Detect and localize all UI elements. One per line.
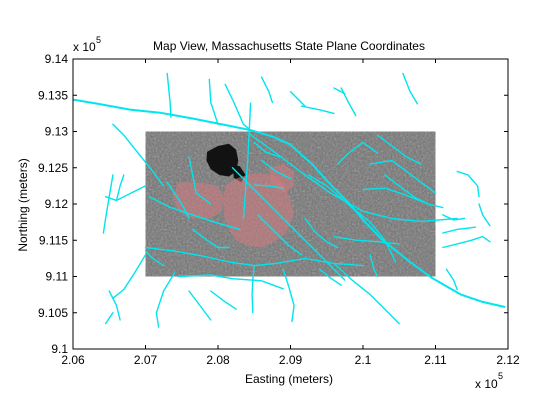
y-tick-label: 9.12 — [45, 197, 69, 211]
road-line — [253, 184, 284, 189]
road-line — [148, 196, 241, 231]
road-line — [166, 181, 190, 220]
road-line — [112, 123, 165, 187]
y-tick-label: 9.135 — [38, 88, 68, 102]
y-axis-label: Northing (meters) — [16, 158, 30, 251]
road-line — [260, 76, 274, 104]
road-line — [144, 250, 165, 267]
plot-title: Map View, Massachusetts State Plane Coor… — [153, 39, 425, 53]
y-tick-label: 9.11 — [46, 270, 69, 284]
x-exponent-base: x 10 — [475, 377, 498, 391]
road-line — [208, 78, 219, 125]
road-line — [333, 235, 400, 245]
road-line — [402, 72, 419, 105]
road-line — [478, 203, 491, 227]
road-line — [253, 141, 281, 158]
highlight-region — [223, 173, 295, 248]
x-axis-ticks: 2.06 2.07 2.08 2.09 2.1 2.11 2.12 — [61, 59, 520, 367]
x-axis-label: Easting (meters) — [245, 372, 333, 386]
water-body — [206, 143, 239, 177]
road-line — [188, 156, 212, 205]
road-line — [224, 83, 252, 131]
x-tick-label: 2.09 — [279, 353, 303, 367]
road-line — [304, 217, 339, 249]
road-line — [362, 187, 444, 209]
road-line — [369, 254, 379, 278]
y-tick-label: 9.115 — [39, 233, 68, 247]
road-line — [177, 274, 284, 290]
road-line — [210, 290, 237, 310]
road-line — [340, 87, 357, 117]
y-tick-label: 9.14 — [45, 52, 69, 66]
road-line — [155, 272, 176, 328]
road-line — [442, 214, 466, 221]
y-exponent-power: 5 — [96, 35, 101, 45]
road-line — [242, 102, 252, 220]
road-line — [442, 235, 491, 249]
road-line — [115, 174, 125, 202]
road-line — [257, 214, 303, 256]
road-line — [104, 185, 147, 202]
y-tick-label: 9.13 — [45, 125, 69, 139]
road-line — [445, 268, 458, 291]
road-line — [300, 105, 335, 115]
road-line — [104, 312, 114, 325]
road-line — [112, 254, 147, 299]
road-line — [191, 228, 230, 249]
road-line — [102, 174, 114, 234]
road-line — [251, 264, 255, 314]
roads-layer — [73, 72, 506, 328]
x-tick-label: 2.07 — [134, 353, 158, 367]
road-line — [166, 72, 172, 118]
road-line — [188, 290, 212, 321]
road-line — [282, 268, 295, 323]
x-tick-label: 2.06 — [61, 353, 85, 367]
x-tick-label: 2.1 — [355, 353, 372, 367]
road-line — [289, 90, 306, 107]
x-exponent-power: 5 — [498, 371, 503, 381]
road-line — [456, 170, 480, 198]
y-tick-label: 9.105 — [38, 306, 68, 320]
road-line — [231, 167, 346, 281]
highlight-overlay — [173, 164, 295, 248]
x-tick-label: 2.11 — [424, 353, 447, 367]
road-line — [336, 141, 379, 165]
y-tick-label: 9.125 — [38, 161, 68, 175]
road-line — [333, 262, 400, 325]
road-line — [384, 174, 429, 205]
x-tick-label: 2.12 — [496, 353, 520, 367]
y-tick-label: 9.1 — [51, 342, 68, 356]
y-axis-ticks: 9.1 9.105 9.11 9.115 9.12 9.125 9.13 9.135 9.14 — [38, 52, 508, 356]
road-line — [369, 159, 437, 194]
y-exponent-base: x 10 — [73, 40, 96, 54]
road-line — [307, 174, 397, 263]
x-tick-label: 2.08 — [206, 353, 230, 367]
road-line — [442, 226, 477, 234]
highlight-region — [173, 182, 224, 219]
road-line — [260, 159, 292, 180]
road-line — [376, 134, 422, 165]
road-line — [318, 268, 342, 286]
road-line — [108, 290, 121, 321]
